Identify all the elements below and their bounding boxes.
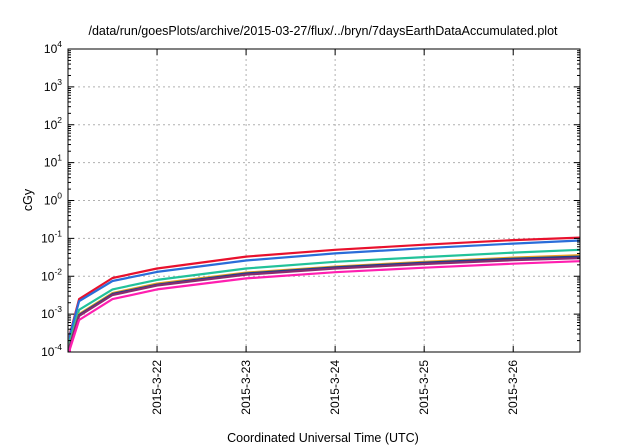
x-tick-label: 2015-3-26 [506, 360, 520, 415]
y-tick-label: 10-2 [41, 266, 62, 283]
grid [68, 49, 580, 352]
y-tick-label: 100 [44, 191, 62, 208]
series-line [68, 239, 581, 352]
series-group [68, 236, 581, 352]
y-tick-label: 101 [44, 153, 62, 170]
y-tick-label: 102 [44, 115, 62, 132]
x-tick-label: 2015-3-23 [239, 360, 253, 415]
y-tick-label: 10-4 [41, 342, 62, 359]
x-ticks: 2015-3-22 2015-3-23 2015-3-24 2015-3-25 2015… [150, 49, 520, 415]
y-tick-label: 10-3 [41, 304, 62, 321]
y-tick-label: 10-1 [41, 228, 62, 245]
y-ticks: 10-4 10-3 10-2 10-1 100 101 102 103 104 [41, 39, 580, 359]
chart-title: /data/run/goesPlots/archive/2015-03-27/f… [88, 24, 558, 38]
series-line [68, 260, 581, 352]
x-axis-label: Coordinated Universal Time (UTC) [227, 431, 419, 445]
y-axis-label: cGy [21, 188, 35, 211]
y-tick-label: 103 [44, 77, 62, 94]
x-tick-label: 2015-3-25 [417, 360, 431, 415]
x-tick-label: 2015-3-22 [150, 360, 164, 415]
series-line [68, 248, 581, 352]
y-tick-label: 104 [44, 39, 62, 56]
x-tick-label: 2015-3-24 [328, 360, 342, 415]
